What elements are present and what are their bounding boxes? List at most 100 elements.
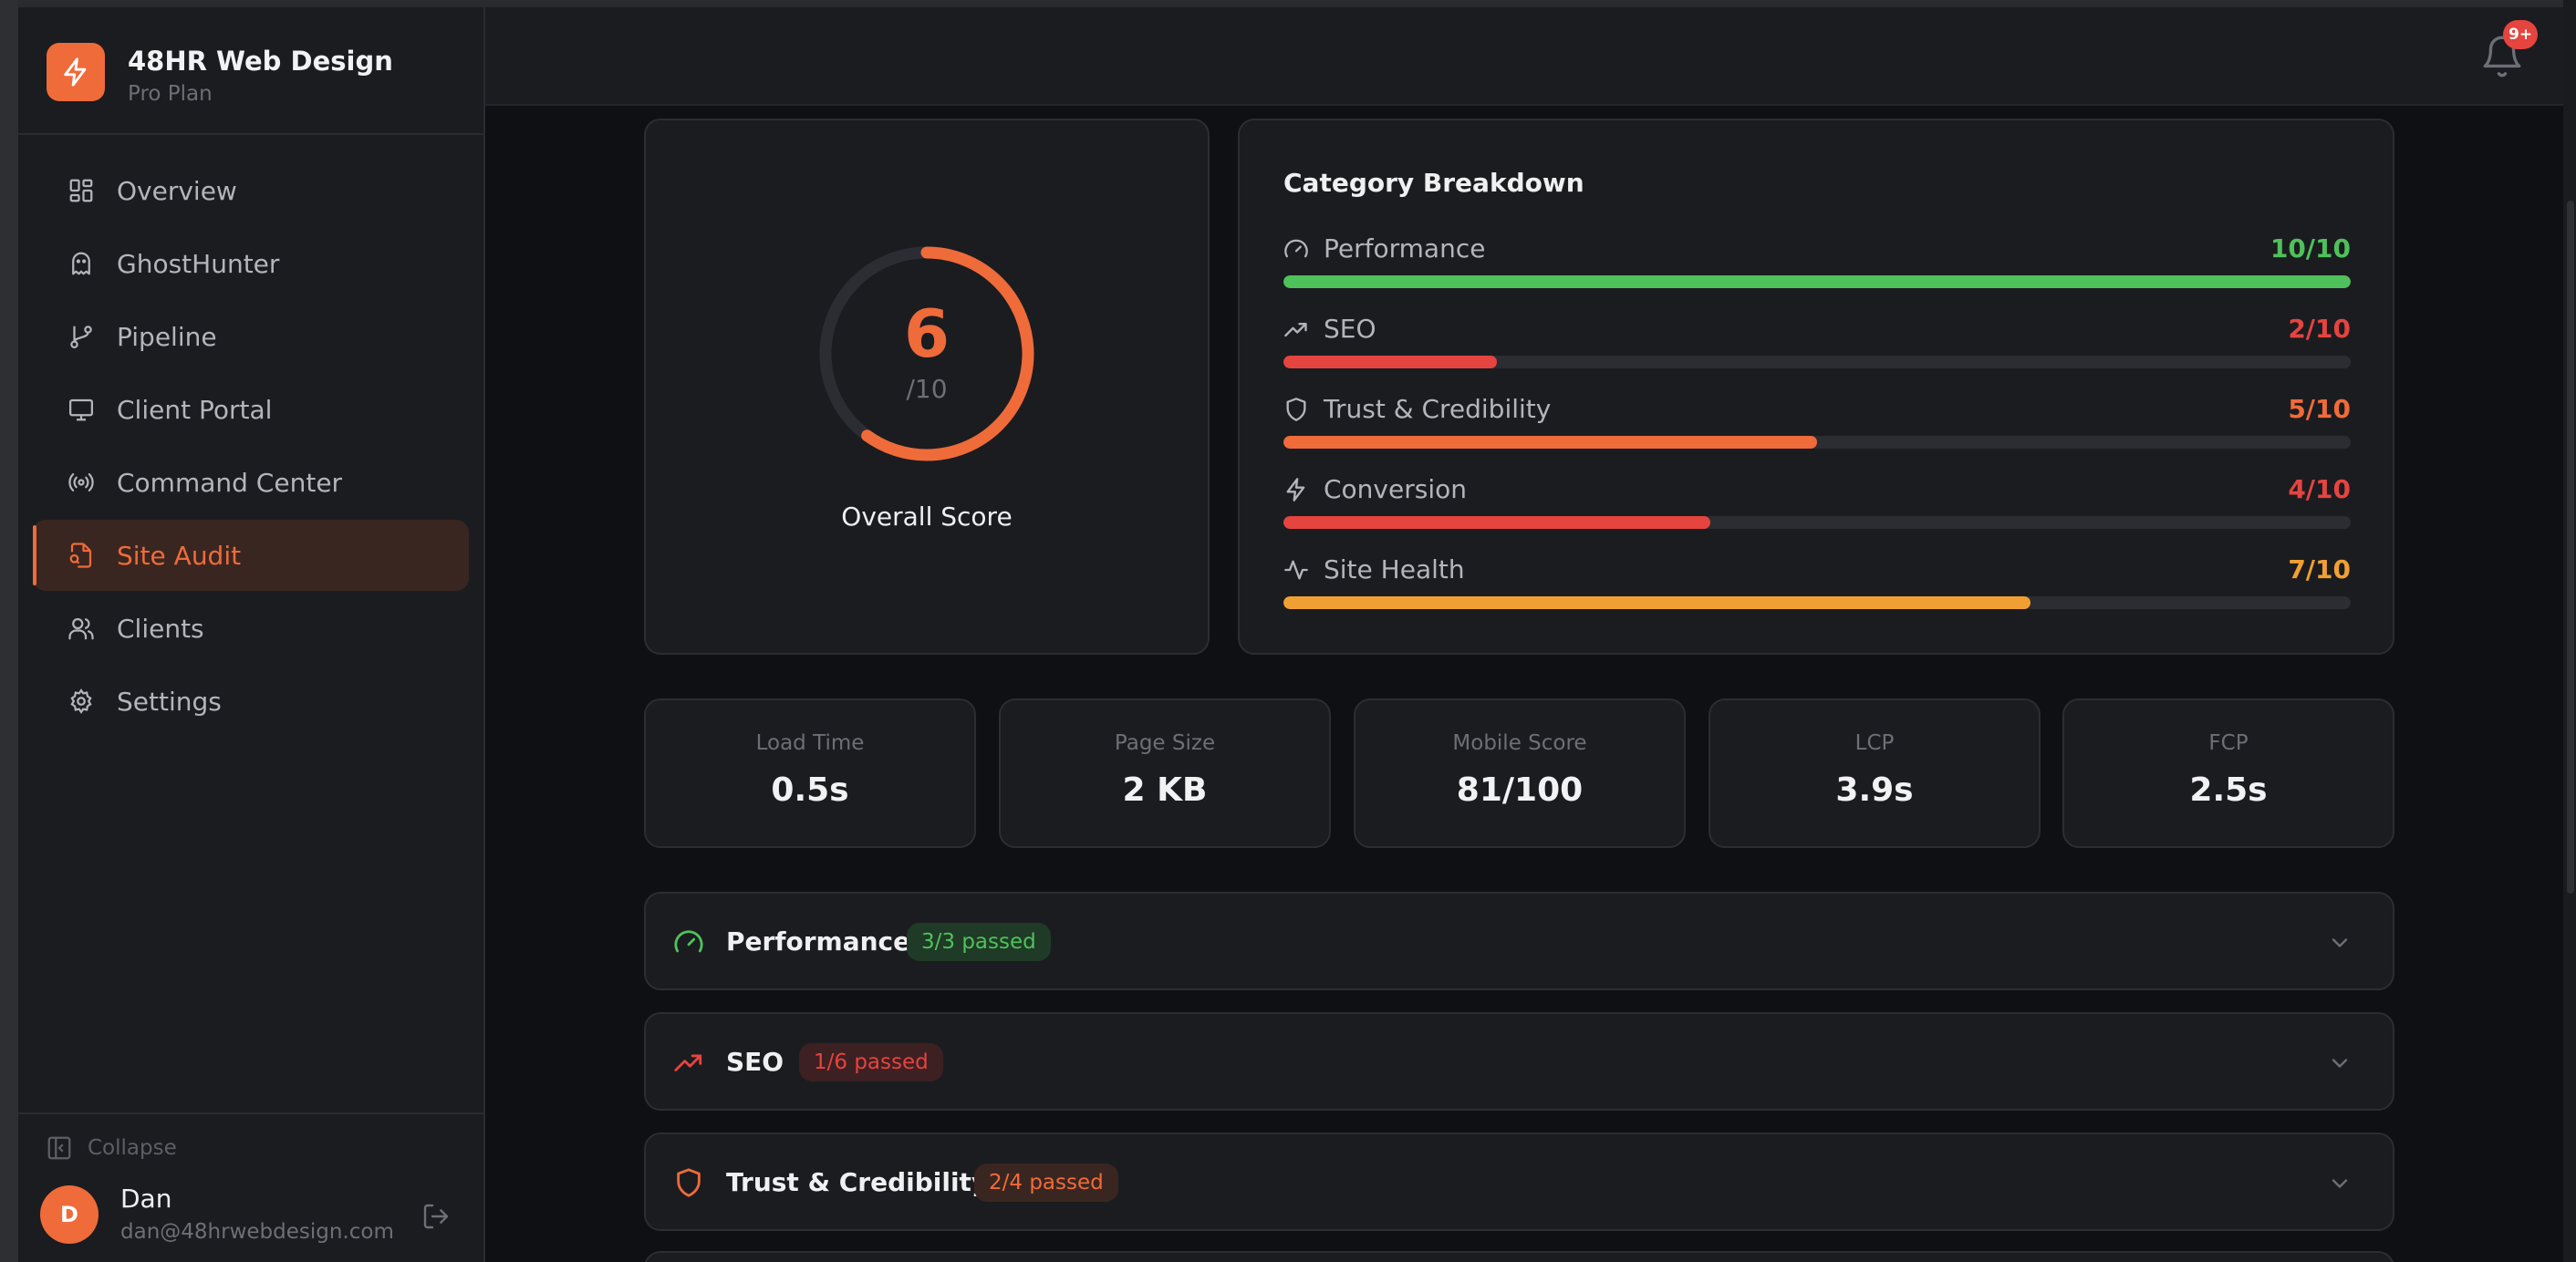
- shield-icon: [673, 1167, 704, 1198]
- sidebar-item-site-audit[interactable]: Site Audit: [33, 520, 469, 591]
- category-row-performance: Performance 10/10: [1283, 233, 2351, 292]
- sidebar-item-label: Clients: [117, 613, 204, 644]
- category-label: Trust & Credibility: [1324, 394, 1552, 424]
- category-bar: [1283, 516, 2351, 529]
- logout-icon[interactable]: [421, 1202, 451, 1231]
- radio-icon: [66, 467, 97, 498]
- users-icon: [66, 613, 97, 644]
- sidebar-item-settings[interactable]: Settings: [33, 666, 469, 737]
- sidebar-item-client-portal[interactable]: Client Portal: [33, 374, 469, 445]
- user-email: dan@48hrwebdesign.com: [120, 1220, 394, 1244]
- category-bar: [1283, 275, 2351, 288]
- section-status-badge: 3/3 passed: [907, 923, 1051, 961]
- notification-badge: 9+: [2503, 20, 2539, 49]
- section-title: Trust & Credibility: [726, 1167, 989, 1197]
- sidebar-item-overview[interactable]: Overview: [33, 155, 469, 226]
- category-row-site-health: Site Health 7/10: [1283, 554, 2351, 613]
- section-seo[interactable]: SEO 1/6 passed: [644, 1012, 2394, 1111]
- gauge-icon: [673, 926, 704, 957]
- metric-mobile-score: Mobile Score 81/100: [1354, 698, 1686, 848]
- git-branch-icon: [66, 321, 97, 352]
- section-title: Performance: [726, 926, 911, 957]
- metric-fcp: FCP 2.5s: [2062, 698, 2394, 848]
- score-ring: [819, 246, 1034, 461]
- category-value: 5/10: [2288, 394, 2351, 424]
- category-bar: [1283, 596, 2351, 609]
- sidebar-item-label: Settings: [117, 686, 222, 717]
- brand-name: 48HR Web Design: [128, 46, 393, 77]
- activity-icon: [1283, 557, 1309, 583]
- metric-label: Mobile Score: [1452, 731, 1587, 755]
- score-denominator: /10: [906, 374, 948, 404]
- sidebar-item-label: Pipeline: [117, 321, 217, 352]
- sidebar: 48HR Web Design Pro Plan Overview GhostH…: [18, 7, 485, 1262]
- overall-score-card: 6 /10 Overall Score: [644, 119, 1210, 655]
- category-row-seo: SEO 2/10: [1283, 314, 2351, 372]
- collapse-label: Collapse: [88, 1136, 177, 1160]
- sidebar-item-ghosthunter[interactable]: GhostHunter: [33, 228, 469, 299]
- section-title: SEO: [726, 1047, 784, 1077]
- section-status-badge: 1/6 passed: [799, 1043, 943, 1081]
- sidebar-item-label: Client Portal: [117, 394, 273, 425]
- category-value: 2/10: [2288, 314, 2351, 344]
- page-scrollbar[interactable]: [2563, 0, 2576, 1262]
- grid-icon: [66, 175, 97, 206]
- score-label: Overall Score: [841, 502, 1013, 532]
- category-label: Site Health: [1324, 554, 1465, 584]
- trending-up-icon: [1283, 316, 1309, 342]
- metric-label: Load Time: [755, 731, 865, 755]
- category-row-trust: Trust & Credibility 5/10: [1283, 394, 2351, 452]
- ghost-icon: [66, 248, 97, 279]
- zap-icon: [1283, 477, 1309, 502]
- top-bar: 9+: [485, 7, 2563, 106]
- avatar[interactable]: D: [40, 1185, 99, 1244]
- category-value: 7/10: [2288, 554, 2351, 584]
- category-bar: [1283, 356, 2351, 368]
- section-next-partial[interactable]: [644, 1251, 2394, 1262]
- chevron-down-icon[interactable]: [2327, 930, 2353, 956]
- user-name: Dan: [120, 1184, 172, 1214]
- trending-up-icon: [673, 1047, 704, 1078]
- monitor-icon: [66, 394, 97, 425]
- metric-label: LCP: [1854, 731, 1895, 755]
- gauge-icon: [1283, 236, 1309, 262]
- metric-label: FCP: [2208, 731, 2249, 755]
- section-trust-credibility[interactable]: Trust & Credibility 2/4 passed: [644, 1133, 2394, 1231]
- sidebar-item-clients[interactable]: Clients: [33, 593, 469, 664]
- sidebar-item-label: GhostHunter: [117, 248, 280, 279]
- section-performance[interactable]: Performance 3/3 passed: [644, 892, 2394, 990]
- category-breakdown-card: Category Breakdown Performance 10/10 SEO…: [1238, 119, 2394, 655]
- sidebar-item-label: Command Center: [117, 467, 343, 498]
- sidebar-item-label: Overview: [117, 175, 237, 206]
- collapse-button[interactable]: Collapse: [46, 1134, 177, 1162]
- sidebar-item-pipeline[interactable]: Pipeline: [33, 301, 469, 372]
- metric-value: 0.5s: [771, 771, 849, 809]
- sidebar-footer: Collapse D Dan dan@48hrwebdesign.com: [18, 1112, 483, 1262]
- score-value: 6: [903, 295, 950, 372]
- shield-icon: [1283, 397, 1309, 422]
- category-label: Performance: [1324, 233, 1486, 264]
- category-row-conversion: Conversion 4/10: [1283, 474, 2351, 533]
- category-breakdown-title: Category Breakdown: [1283, 168, 1584, 198]
- sidebar-nav: Overview GhostHunter Pipeline Client Por…: [33, 155, 469, 739]
- metric-value: 81/100: [1456, 771, 1584, 809]
- category-label: Conversion: [1324, 474, 1467, 504]
- category-value: 4/10: [2288, 474, 2351, 504]
- chevron-down-icon[interactable]: [2327, 1050, 2353, 1076]
- sidebar-item-label: Site Audit: [117, 540, 242, 571]
- section-status-badge: 2/4 passed: [974, 1164, 1118, 1202]
- gear-icon: [66, 686, 97, 717]
- chevron-down-icon[interactable]: [2327, 1171, 2353, 1196]
- metric-value: 3.9s: [1835, 771, 1914, 809]
- file-search-icon: [66, 540, 97, 571]
- lightning-logo-icon: [47, 43, 105, 101]
- metric-load-time: Load Time 0.5s: [644, 698, 976, 848]
- metric-label: Page Size: [1114, 731, 1216, 755]
- brand-header: 48HR Web Design Pro Plan: [18, 7, 483, 135]
- category-bar: [1283, 436, 2351, 449]
- category-label: SEO: [1324, 314, 1376, 344]
- category-value: 10/10: [2270, 233, 2351, 264]
- metric-value: 2.5s: [2189, 771, 2268, 809]
- sidebar-item-command-center[interactable]: Command Center: [33, 447, 469, 518]
- metric-page-size: Page Size 2 KB: [999, 698, 1331, 848]
